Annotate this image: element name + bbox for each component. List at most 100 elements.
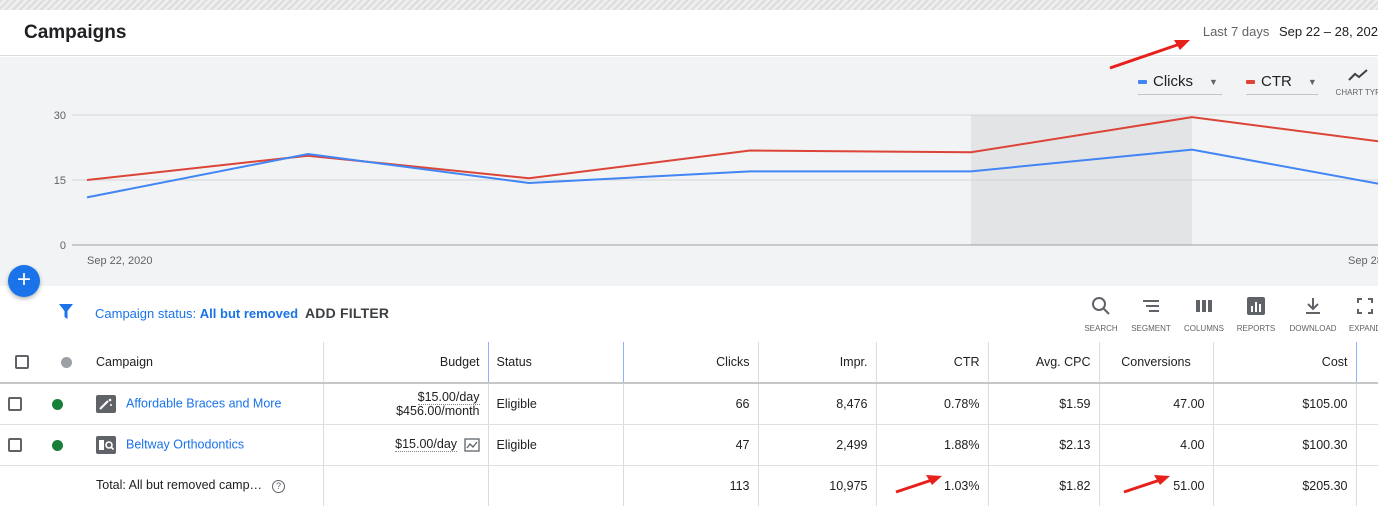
columns-tool-label: COLUMNS [1183,324,1224,333]
cost-cell: $100.30 [1213,424,1357,466]
total-conversions: 51.00 [1099,465,1214,506]
total-empty-cell [44,465,88,506]
download-icon [1306,298,1320,314]
line-chart: 0 15 30 Sep 22, 2020 Sep 28 [54,110,1378,267]
chart-type-button[interactable]: CHART TYP [1334,67,1378,97]
row-spacer [1356,383,1378,425]
date-range-picker[interactable]: Last 7 days Sep 22 – 28, 202 [1203,24,1378,39]
conversions-cell: 4.00 [1099,424,1214,466]
row-checkbox[interactable] [8,437,22,452]
display-campaign-icon [96,394,116,413]
filter-bar: Campaign status: All but removed ADD FIL… [0,286,1378,342]
metric-selector-clicks[interactable]: Clicks ▼ [1138,69,1222,95]
date-preset-label: Last 7 days [1202,24,1270,39]
table-row: Affordable Braces and More $15.00/day $45… [0,383,1378,425]
search-tool-label: SEARCH [1084,324,1118,333]
select-all-checkbox[interactable] [15,355,29,370]
conversions-cell: 47.00 [1099,383,1214,425]
help-icon[interactable]: ? [272,479,286,493]
avg-cpc-cell: $2.13 [988,424,1100,466]
total-empty-cell [0,465,44,506]
columns-tool-button[interactable]: COLUMNS [1179,296,1229,333]
campaign-status-filter[interactable]: Campaign status: All but removed [95,306,298,321]
budget-cell: $15.00/day $456.00/month [323,383,489,425]
col-campaign[interactable]: Campaign [88,342,324,384]
page-header: Campaigns Last 7 days Sep 22 – 28, 202 [0,10,1378,56]
budget-day[interactable]: $15.00/day [395,437,458,453]
row-select-cell[interactable] [0,424,44,466]
download-tool-button[interactable]: DOWNLOAD [1288,296,1338,333]
total-budget-cell [323,465,489,506]
reports-tool-label: REPORTS [1236,324,1276,333]
campaign-link[interactable]: Beltway Orthodontics [126,436,245,451]
chevron-down-icon: ▼ [1307,76,1317,87]
cost-cell: $105.00 [1213,383,1357,425]
reports-tool-button[interactable]: REPORTS [1231,296,1281,333]
impr-cell: 2,499 [758,424,877,466]
filter-prefix: Campaign status: [95,306,200,321]
col-impr[interactable]: Impr. [758,342,877,384]
expand-tool-button[interactable]: EXPAND [1340,296,1378,333]
filter-value: All but removed [199,306,299,321]
enabled-status-dot[interactable] [52,398,63,410]
row-status-cell [44,383,88,425]
clicks-color-swatch [1138,79,1147,84]
budget-cell: $15.00/day [323,424,489,466]
total-status-cell [488,465,624,506]
add-filter-button[interactable]: ADD FILTER [305,305,390,321]
total-spacer [1356,465,1378,506]
page-title: Campaigns [24,22,127,43]
y-tick-label: 30 [54,110,66,122]
row-spacer [1356,424,1378,466]
enabled-status-dot[interactable] [52,439,63,451]
chevron-down-icon: ▼ [1209,76,1218,87]
total-avg-cpc: $1.82 [988,465,1100,506]
total-row: Total: All but removed camp…? 113 10,975… [0,465,1378,506]
filter-icon[interactable] [58,303,74,321]
col-clicks[interactable]: Clicks [623,342,759,384]
status-cell: Eligible [488,383,624,425]
campaign-cell: Affordable Braces and More [88,383,324,425]
metric-selector-ctr[interactable]: CTR ▼ [1246,69,1318,95]
ctr-color-swatch [1246,79,1255,84]
col-cost[interactable]: Cost [1213,342,1357,384]
y-tick-label: 15 [54,175,66,187]
line-chart-icon [1348,69,1368,81]
total-impr: 10,975 [758,465,877,506]
row-select-cell[interactable] [0,383,44,425]
ctr-cell: 1.88% [876,424,989,466]
series-line-ctr [86,116,1378,181]
total-clicks: 113 [623,465,759,506]
status-cell: Eligible [488,424,624,466]
budget-month: $456.00/month [396,403,480,418]
create-fab-button[interactable]: + [8,265,40,297]
row-checkbox[interactable] [8,397,22,412]
select-all-cell[interactable] [0,342,44,384]
metric-ctr-label: CTR [1261,73,1292,90]
col-avg-cpc[interactable]: Avg. CPC [988,342,1100,384]
metric-clicks-label: Clicks [1153,73,1193,90]
search-campaign-icon [96,435,116,454]
reports-icon [1247,297,1265,315]
status-dot-header [44,342,88,384]
clicks-cell: 66 [623,383,759,425]
col-budget[interactable]: Budget [323,342,489,384]
row-status-cell [44,424,88,466]
columns-icon [1196,300,1212,312]
expand-tool-label: EXPAND [1348,324,1378,333]
col-ctr[interactable]: CTR [876,342,989,384]
avg-cpc-cell: $1.59 [988,383,1100,425]
x-tick-label: Sep 22, 2020 [87,255,152,267]
date-range-value: Sep 22 – 28, 202 [1278,24,1378,39]
performance-chart: 0 15 30 Sep 22, 2020 Sep 28 Clicks ▼ CTR ▼ C… [0,57,1378,286]
segment-tool-button[interactable]: SEGMENT [1126,296,1176,333]
campaign-link[interactable]: Affordable Braces and More [126,396,282,411]
col-status[interactable]: Status [488,342,624,384]
search-tool-button[interactable]: SEARCH [1076,296,1126,333]
budget-day[interactable]: $15.00/day [417,389,480,405]
impr-cell: 8,476 [758,383,877,425]
budget-chart-icon[interactable] [463,438,480,452]
col-conversions[interactable]: Conversions [1099,342,1214,384]
table-header-row: Campaign Budget Status Clicks Impr. CTR … [0,342,1378,384]
download-tool-label: DOWNLOAD [1289,324,1337,333]
